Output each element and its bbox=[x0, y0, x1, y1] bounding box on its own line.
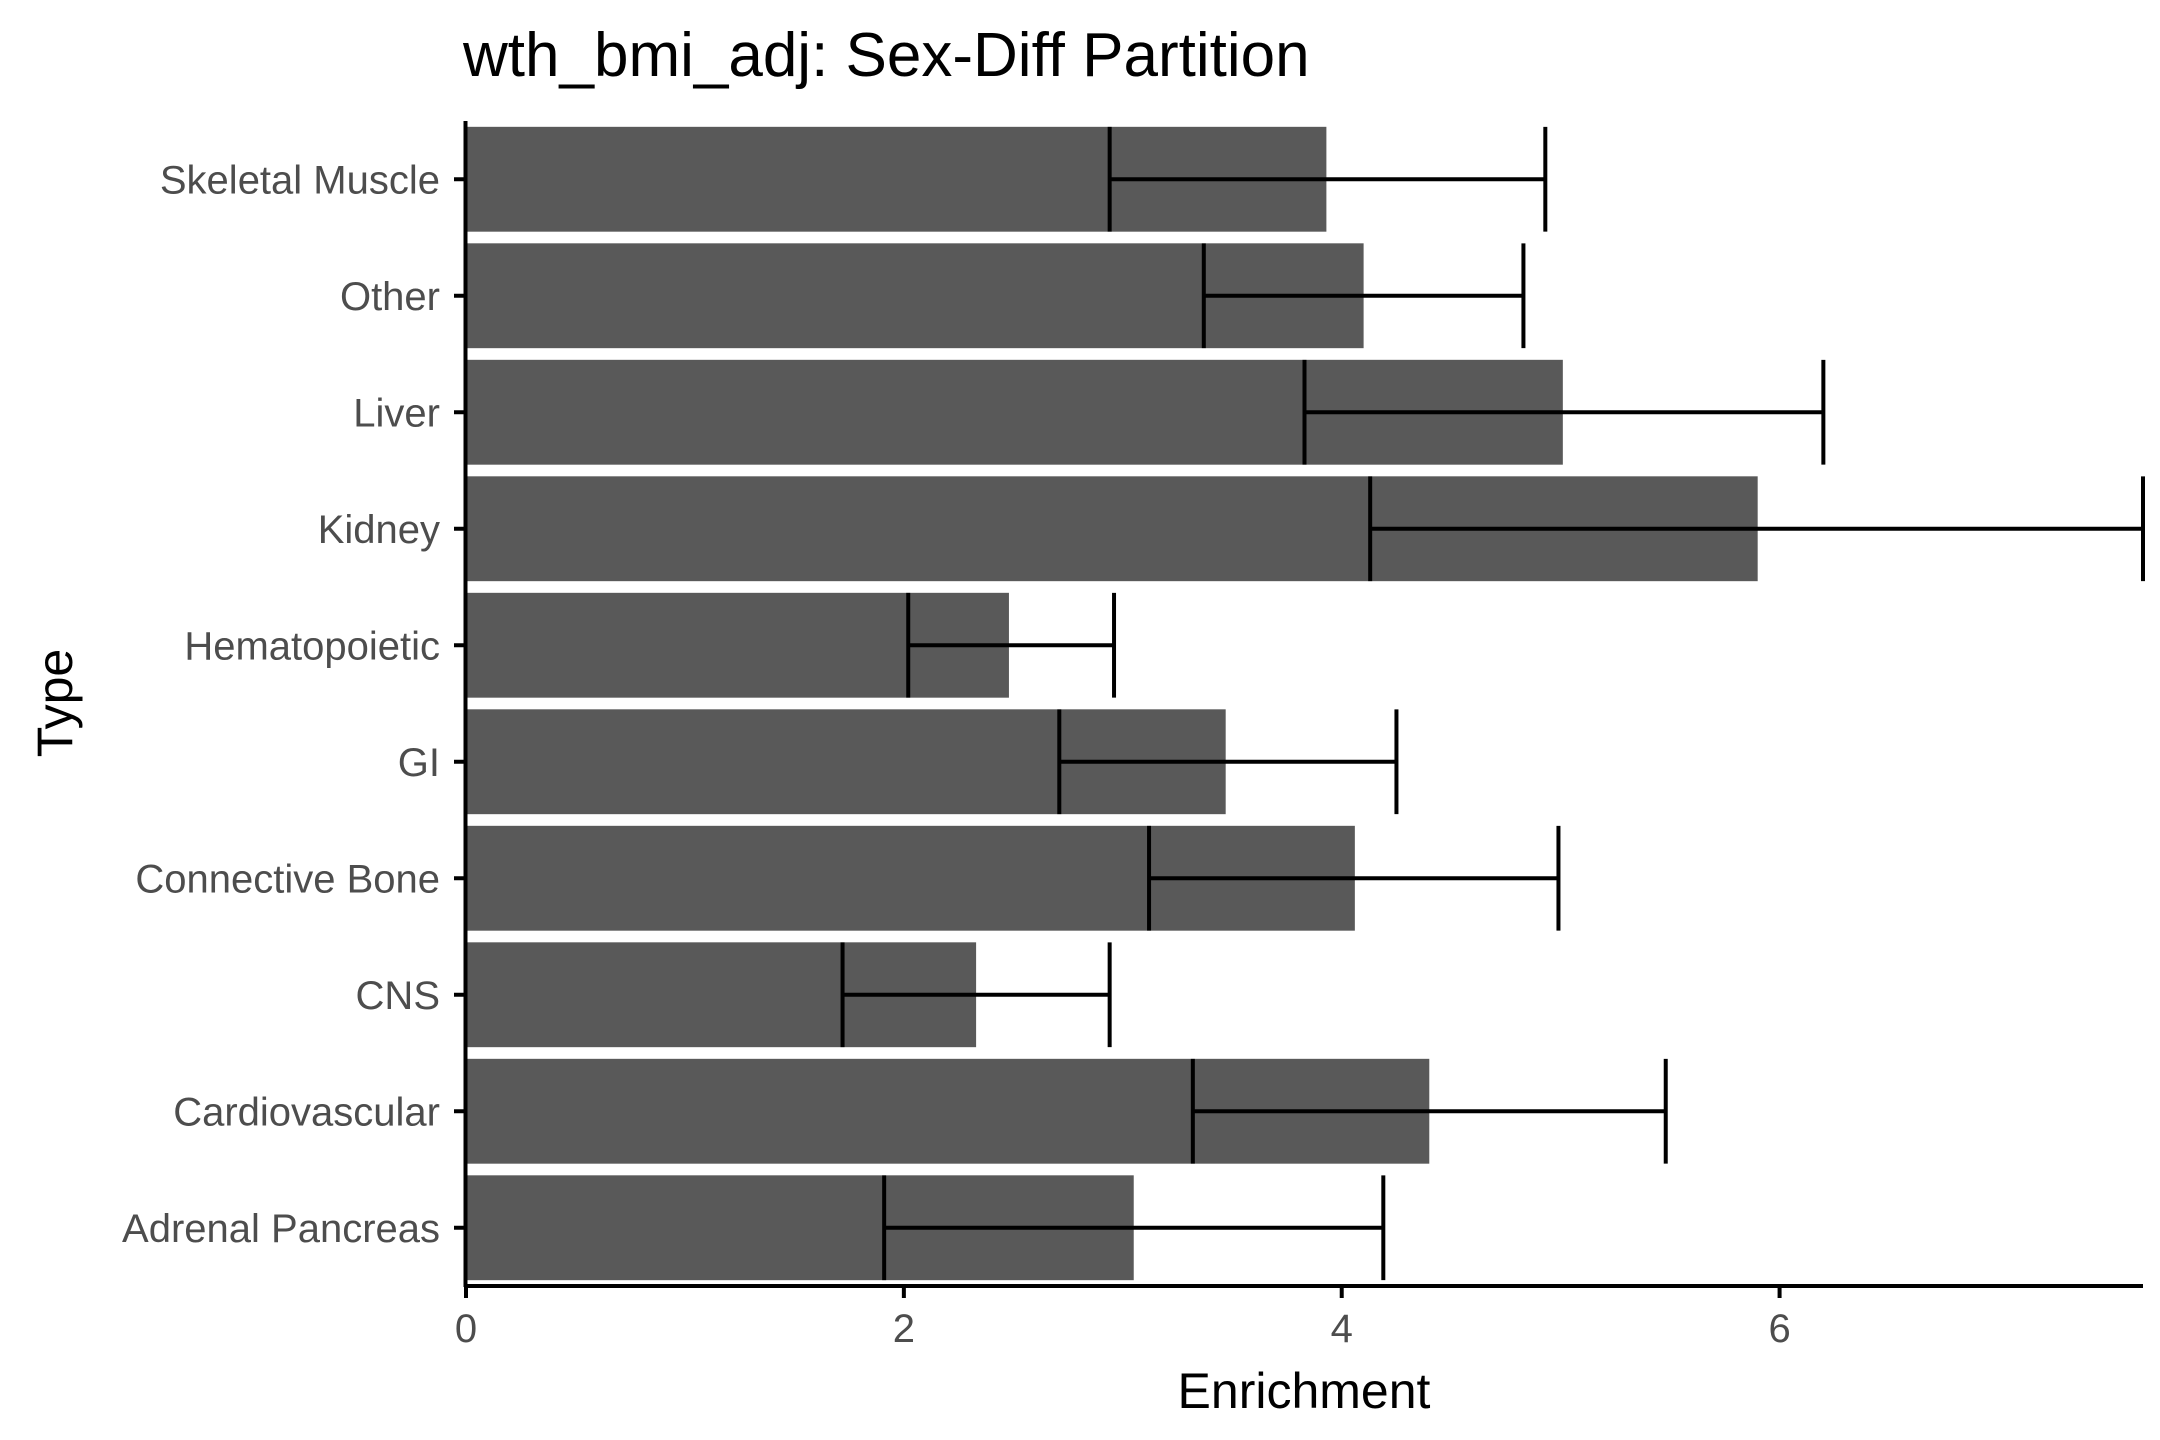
errorbar-adrenal-pancreas bbox=[882, 1175, 1386, 1281]
y-axis-title: Type bbox=[27, 649, 83, 757]
x-tick-label-0: 0 bbox=[455, 1307, 477, 1351]
x-axis-title: Enrichment bbox=[1178, 1363, 1431, 1419]
y-tick-label-liver: Liver bbox=[353, 391, 440, 435]
errorbar-kidney bbox=[1368, 476, 2145, 582]
errorbar-gi bbox=[1057, 709, 1399, 815]
errorbars-layer bbox=[840, 126, 2145, 1281]
errorbar-liver bbox=[1302, 359, 1826, 465]
y-tick-label-cardiovascular: Cardiovascular bbox=[173, 1090, 440, 1134]
x-tick-label-2: 2 bbox=[893, 1307, 915, 1351]
errorbar-cardiovascular bbox=[1190, 1058, 1668, 1164]
chart-title: wth_bmi_adj: Sex-Diff Partition bbox=[462, 21, 1310, 90]
x-tick-label-6: 6 bbox=[1768, 1307, 1790, 1351]
y-tick-label-kidney: Kidney bbox=[318, 508, 440, 552]
bars-layer bbox=[466, 126, 1758, 1281]
y-tick-label-gi: GI bbox=[398, 741, 440, 785]
errorbar-connective-bone bbox=[1147, 825, 1561, 931]
errorbar-skeletal-muscle bbox=[1107, 126, 1548, 232]
y-tick-label-hematopoietic: Hematopoietic bbox=[184, 624, 440, 668]
y-tick-label-other: Other bbox=[340, 275, 440, 319]
errorbar-other bbox=[1201, 243, 1526, 349]
x-tick-label-4: 4 bbox=[1331, 1307, 1353, 1351]
x-axis-ticks: 0 2 4 6 bbox=[455, 1286, 1791, 1351]
y-axis-ticks: Adrenal Pancreas Cardiovascular CNS Connect… bbox=[122, 158, 466, 1251]
errorbar-hematopoietic bbox=[906, 592, 1117, 698]
errorbar-cns bbox=[840, 942, 1112, 1048]
y-tick-label-connective-bone: Connective Bone bbox=[135, 857, 440, 901]
y-tick-label-skeletal-muscle: Skeletal Muscle bbox=[160, 158, 440, 202]
y-tick-label-cns: CNS bbox=[356, 974, 440, 1018]
y-tick-label-adrenal-pancreas: Adrenal Pancreas bbox=[122, 1207, 440, 1251]
